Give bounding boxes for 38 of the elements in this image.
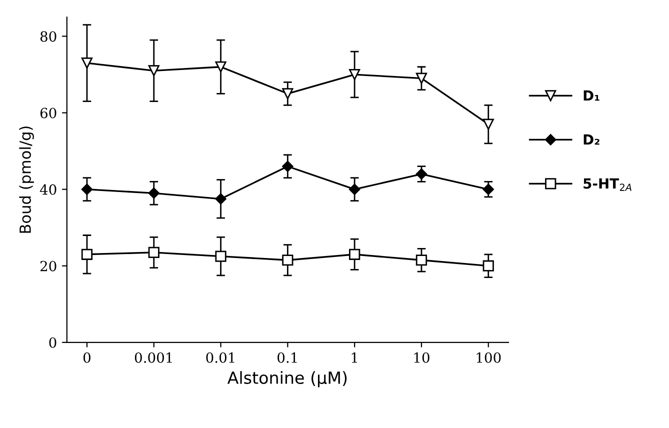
point	[215, 61, 226, 72]
x-tick-label: 10	[414, 352, 430, 363]
point	[148, 188, 160, 199]
x-tick-label: 0	[83, 352, 90, 363]
y-tick-label: 0	[49, 337, 56, 348]
x-tick-label: 0.001	[134, 352, 172, 363]
x-tick-label: 0.1	[278, 352, 297, 363]
point	[282, 160, 294, 172]
x-tick-label: 100	[476, 352, 501, 363]
y-tick-label: 80	[40, 31, 56, 42]
point	[482, 260, 494, 272]
point	[416, 72, 428, 84]
point	[282, 88, 294, 100]
legend-label: 5-HT$_{2A}$	[584, 178, 632, 191]
y-axis-title: Boud (pmol/g)	[19, 126, 34, 233]
point	[81, 248, 93, 260]
point	[349, 68, 360, 80]
x-axis-title: Alstonine (μM)	[227, 371, 347, 388]
point	[282, 254, 294, 266]
y-tick-label: 40	[40, 184, 56, 195]
y-tick-label: 20	[40, 260, 56, 272]
point	[348, 184, 360, 195]
x-tick-label: 0.01	[206, 352, 234, 363]
point	[482, 184, 494, 195]
point	[482, 118, 494, 130]
point	[215, 250, 226, 262]
x-tick-label: 1	[352, 352, 358, 363]
point	[148, 65, 160, 76]
point	[416, 254, 428, 266]
legend-label: D₁	[584, 90, 600, 101]
point	[416, 168, 428, 180]
point	[81, 184, 93, 195]
legend-label: D₂	[584, 134, 600, 145]
point	[148, 246, 160, 258]
point	[81, 57, 93, 69]
y-tick-label: 60	[40, 108, 56, 118]
point	[349, 248, 360, 260]
point	[215, 193, 226, 204]
